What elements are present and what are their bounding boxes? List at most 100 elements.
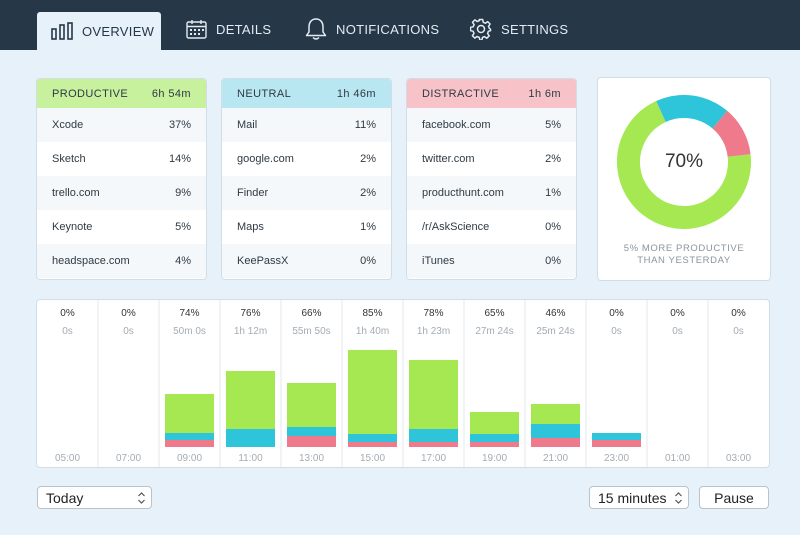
- tab-details[interactable]: DETAILS: [186, 10, 271, 48]
- productive-header: PRODUCTIVE 6h 54m: [37, 79, 206, 108]
- hour-time-label: 1h 23m: [417, 326, 450, 337]
- bar-segment-neutral: [531, 424, 580, 438]
- app-percent: 37%: [168, 119, 191, 131]
- donut-segment-neutral: [617, 95, 751, 229]
- tab-notifications-label: NOTIFICATIONS: [336, 21, 440, 37]
- bar-segment-distractive: [531, 438, 580, 447]
- app-percent: 11%: [354, 119, 376, 131]
- hour-time-label: 0s: [123, 326, 134, 337]
- hour-percent-label: 78%: [423, 308, 443, 319]
- distractive-header: DISTRACTIVE 1h 6m: [407, 79, 576, 108]
- bar-segment-productive: [348, 350, 397, 434]
- app-name: Mail: [237, 119, 258, 131]
- tab-details-label: DETAILS: [216, 21, 272, 37]
- hour-percent-label: 0%: [60, 308, 75, 319]
- comparison-caption: 5% MORE PRODUCTIVE THAN YESTERDAY: [598, 243, 770, 267]
- pause-button[interactable]: Pause: [699, 486, 769, 509]
- app-percent: 4%: [175, 255, 191, 267]
- app-percent: 1%: [545, 187, 561, 199]
- hour-percent-label: 0%: [121, 308, 136, 319]
- hour-time-label: 25m 24s: [536, 326, 574, 337]
- app-name: twitter.com: [422, 153, 475, 165]
- tab-notifications[interactable]: NOTIFICATIONS: [305, 10, 439, 48]
- hour-time-label: 50m 0s: [173, 326, 206, 337]
- list-item: producthunt.com 1%: [407, 176, 576, 210]
- productive-total: 6h 54m: [151, 87, 191, 100]
- hour-axis-label: 03:00: [726, 453, 751, 464]
- hour-axis-label: 19:00: [482, 453, 507, 464]
- bar-segment-productive: [531, 404, 580, 424]
- app-name: Finder: [237, 187, 269, 199]
- list-item: Maps 1%: [222, 210, 391, 244]
- bar-segment-neutral: [592, 433, 641, 440]
- list-item: trello.com 9%: [37, 176, 206, 210]
- interval-select[interactable]: 15 minutes: [589, 486, 689, 509]
- app-name: iTunes: [422, 255, 455, 267]
- caption-line-2: THAN YESTERDAY: [637, 255, 731, 266]
- productive-table: PRODUCTIVE 6h 54m Xcode 37% Sketch 14% tre…: [37, 79, 206, 279]
- list-item: headspace.com 4%: [37, 244, 206, 278]
- tab-overview[interactable]: OVERVIEW: [37, 12, 161, 50]
- list-item: facebook.com 5%: [407, 108, 576, 142]
- gear-icon: [470, 18, 492, 40]
- tab-settings[interactable]: SETTINGS: [470, 10, 568, 48]
- calendar-icon: [186, 19, 207, 39]
- list-item: google.com 2%: [222, 142, 391, 176]
- productivity-percent: 70%: [664, 151, 704, 172]
- app-percent: 5%: [175, 221, 191, 233]
- app-percent: 2%: [360, 153, 376, 165]
- list-item: twitter.com 2%: [407, 142, 576, 176]
- hour-axis-label: 01:00: [665, 453, 690, 464]
- app-percent: 0%: [545, 221, 561, 233]
- bar-segment-neutral: [348, 434, 397, 442]
- app-percent: 0%: [545, 255, 561, 267]
- hour-axis-label: 07:00: [116, 453, 141, 464]
- period-select[interactable]: Today: [37, 486, 152, 509]
- bar-segment-distractive: [592, 440, 641, 447]
- hour-axis-label: 13:00: [299, 453, 324, 464]
- bar-segment-distractive: [470, 442, 519, 447]
- distractive-table: DISTRACTIVE 1h 6m facebook.com 5% twitter…: [407, 79, 576, 279]
- hour-percent-label: 0%: [670, 308, 685, 319]
- hour-axis-label: 09:00: [177, 453, 202, 464]
- hour-time-label: 0s: [611, 326, 622, 337]
- hour-percent-label: 74%: [179, 308, 199, 319]
- hour-percent-label: 66%: [301, 308, 321, 319]
- app-percent: 2%: [360, 187, 376, 199]
- app-percent: 1%: [360, 221, 376, 233]
- bar-segment-distractive: [165, 440, 214, 447]
- list-item: Finder 2%: [222, 176, 391, 210]
- bar-segment-neutral: [409, 429, 458, 442]
- period-value: Today: [46, 489, 84, 506]
- hour-time-label: 0s: [733, 326, 744, 337]
- hour-axis-label: 11:00: [238, 453, 263, 464]
- list-item: Sketch 14%: [37, 142, 206, 176]
- bar-segment-productive: [165, 394, 214, 433]
- neutral-header: NEUTRAL 1h 46m: [222, 79, 391, 108]
- app-percent: 5%: [545, 119, 561, 131]
- hour-time-label: 0s: [62, 326, 73, 337]
- bar-segment-distractive: [348, 442, 397, 447]
- interval-value: 15 minutes: [598, 489, 667, 506]
- app-name: KeePassX: [237, 255, 289, 267]
- bar-segment-productive: [287, 383, 336, 427]
- app-name: producthunt.com: [422, 187, 504, 199]
- hour-percent-label: 76%: [240, 308, 260, 319]
- hour-time-label: 0s: [672, 326, 683, 337]
- app-percent: 0%: [360, 255, 376, 267]
- distractive-total: 1h 6m: [528, 87, 561, 100]
- bar-segment-neutral: [165, 433, 214, 440]
- neutral-label: NEUTRAL: [237, 87, 292, 100]
- list-item: KeePassX 0%: [222, 244, 391, 278]
- bar-segment-productive: [226, 371, 275, 429]
- neutral-table: NEUTRAL 1h 46m Mail 11% google.com 2% Find…: [222, 79, 391, 279]
- hour-axis-label: 23:00: [604, 453, 629, 464]
- hour-axis-label: 17:00: [421, 453, 446, 464]
- productive-label: PRODUCTIVE: [52, 87, 129, 100]
- app-name: /r/AskScience: [422, 221, 490, 233]
- hourly-chart: 0% 0s 05:00 0% 0s 07:00 74% 50m 0s 09:00 76% 1h 12…: [37, 300, 769, 467]
- app-name: Sketch: [52, 153, 86, 165]
- hour-time-label: 55m 50s: [292, 326, 330, 337]
- neutral-total: 1h 46m: [336, 87, 376, 100]
- productivity-summary: 70% 5% MORE PRODUCTIVE THAN YESTERDAY: [598, 78, 770, 280]
